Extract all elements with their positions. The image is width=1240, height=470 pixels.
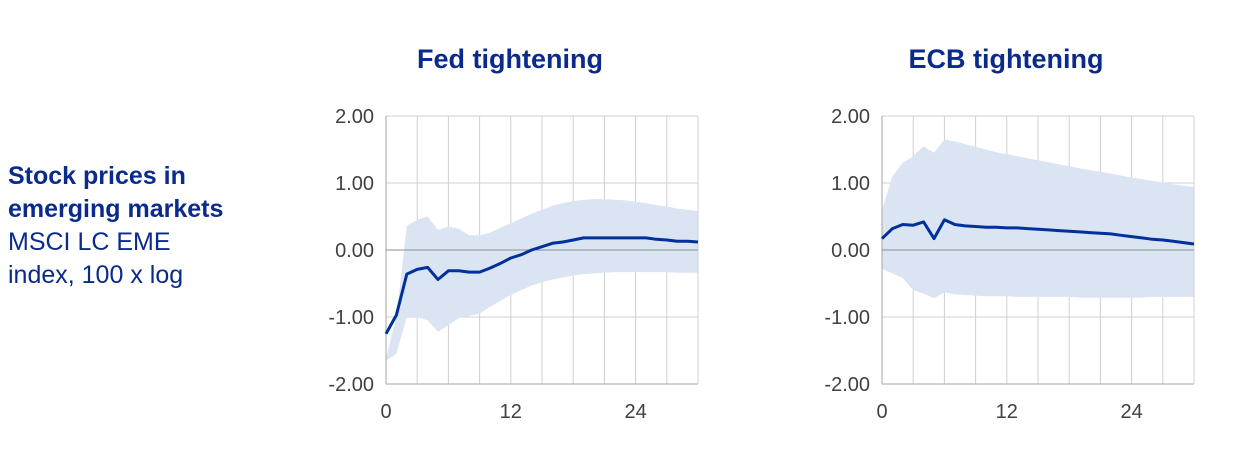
chart-title-fed: Fed tightening <box>417 44 603 74</box>
y-tick-label: 2.00 <box>335 106 374 128</box>
x-tick-label: 24 <box>624 401 646 423</box>
confidence-band <box>386 199 698 361</box>
y-tick-label: -2.00 <box>328 374 374 396</box>
x-tick-label: 0 <box>876 401 887 423</box>
y-tick-label: 0.00 <box>335 240 374 262</box>
y-tick-label: 1.00 <box>831 173 870 195</box>
chart-title-ecb: ECB tightening <box>908 44 1104 74</box>
y-tick-label: 2.00 <box>831 106 870 128</box>
row-label-line3: MSCI LC EME <box>8 228 171 256</box>
y-tick-label: -1.00 <box>824 307 870 329</box>
row-label-line2: emerging markets <box>8 195 224 223</box>
confidence-band <box>882 139 1194 299</box>
y-tick-label: -1.00 <box>328 307 374 329</box>
row-label-line1: Stock prices in <box>8 162 186 190</box>
estimate-line <box>880 218 1195 246</box>
x-tick-label: 12 <box>996 401 1018 423</box>
y-tick-label: 1.00 <box>335 173 374 195</box>
chart-panel-fed: Fed tightening 2.00 1.00 0.00 -1.00 -2.00 0 12… <box>300 0 720 470</box>
row-label: Stock prices in emerging markets MSCI LC… <box>8 160 288 292</box>
estimate-line <box>384 236 699 335</box>
y-tick-label: -2.00 <box>824 374 870 396</box>
row-label-line4: index, 100 x log <box>8 261 184 289</box>
chart-ecb: 2.00 1.00 0.00 -1.00 -2.00 0 12 24 <box>824 106 1195 423</box>
y-tick-label: 0.00 <box>831 240 870 262</box>
x-tick-label: 24 <box>1120 401 1142 423</box>
x-tick-label: 0 <box>380 401 391 423</box>
x-tick-label: 12 <box>500 401 522 423</box>
chart-fed: 2.00 1.00 0.00 -1.00 -2.00 0 12 24 <box>328 106 699 423</box>
chart-panel-ecb: ECB tightening 2.00 1.00 0.00 -1.00 -2.00 0 12… <box>796 0 1216 470</box>
